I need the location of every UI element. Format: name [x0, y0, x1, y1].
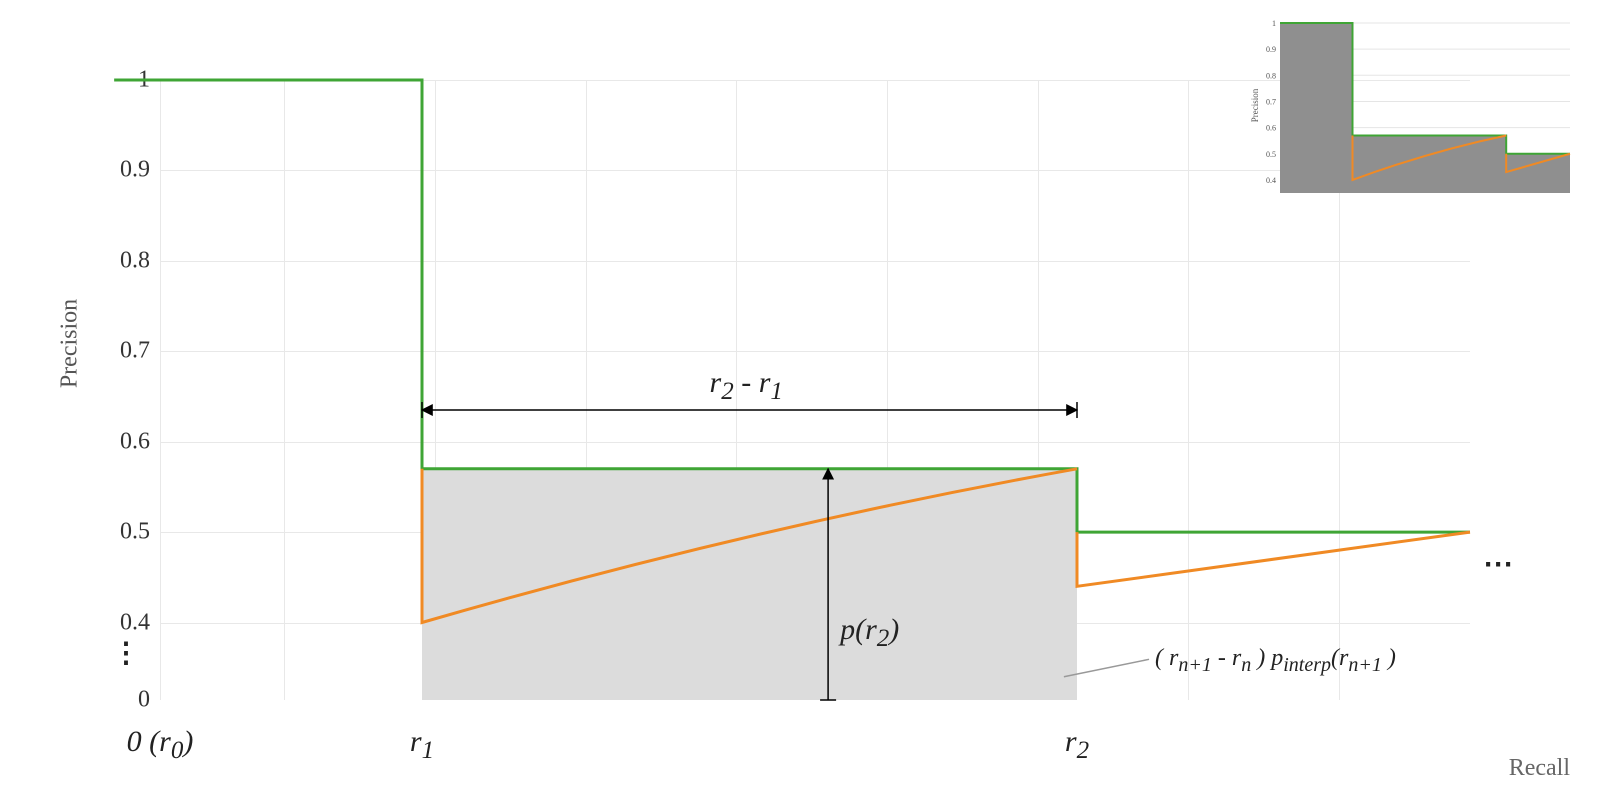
inset-shaded-area	[1280, 23, 1570, 193]
x-axis-label: Recall	[1509, 755, 1570, 782]
y-tick-label: 0.5	[120, 519, 160, 546]
area-formula-annotation: ( rn+1 - rn ) pinterp(rn+1 )	[1155, 645, 1396, 677]
inset-y-tick: 1	[1272, 19, 1276, 28]
y-tick-label: 0.4	[120, 609, 160, 636]
inset-y-label: Precision	[1250, 88, 1260, 122]
x-axis-ellipsis: ⋯	[1483, 547, 1513, 582]
x-tick-label: r2	[1065, 700, 1089, 765]
inset-y-tick: 0.9	[1266, 45, 1276, 54]
inset-svg: 0.4 0.5 0.6 0.7 0.8 0.9 1 Precision	[1250, 18, 1570, 193]
y-tick-label: 0.7	[120, 338, 160, 365]
inset-chart: 0.4 0.5 0.6 0.7 0.8 0.9 1 Precision	[1250, 18, 1570, 193]
width-arrow-label: r2 - r1	[710, 366, 783, 406]
inset-y-tick: 0.7	[1266, 97, 1276, 106]
inset-y-tick: 0.4	[1266, 176, 1276, 185]
y-tick-label: 0.9	[120, 157, 160, 184]
x-tick-label: r1	[410, 700, 434, 765]
y-tick-label: 0.6	[120, 428, 160, 455]
x-tick-label: 0 (r0)	[127, 700, 194, 765]
inset-y-tick: 0.5	[1266, 150, 1276, 159]
y-axis-ellipsis: ⋮	[112, 647, 140, 661]
y-tick-label: 0.8	[120, 247, 160, 274]
inset-y-tick: 0.6	[1266, 124, 1276, 133]
shaded-area	[422, 469, 1077, 700]
pr-curve-chart: Precision 00.40.50.60.70.80.910 (r0)r1r2…	[0, 0, 1600, 811]
height-arrow-label: p(r2)	[840, 613, 899, 653]
inset-y-tick: 0.8	[1266, 71, 1276, 80]
y-axis-label: Precision	[57, 284, 84, 404]
